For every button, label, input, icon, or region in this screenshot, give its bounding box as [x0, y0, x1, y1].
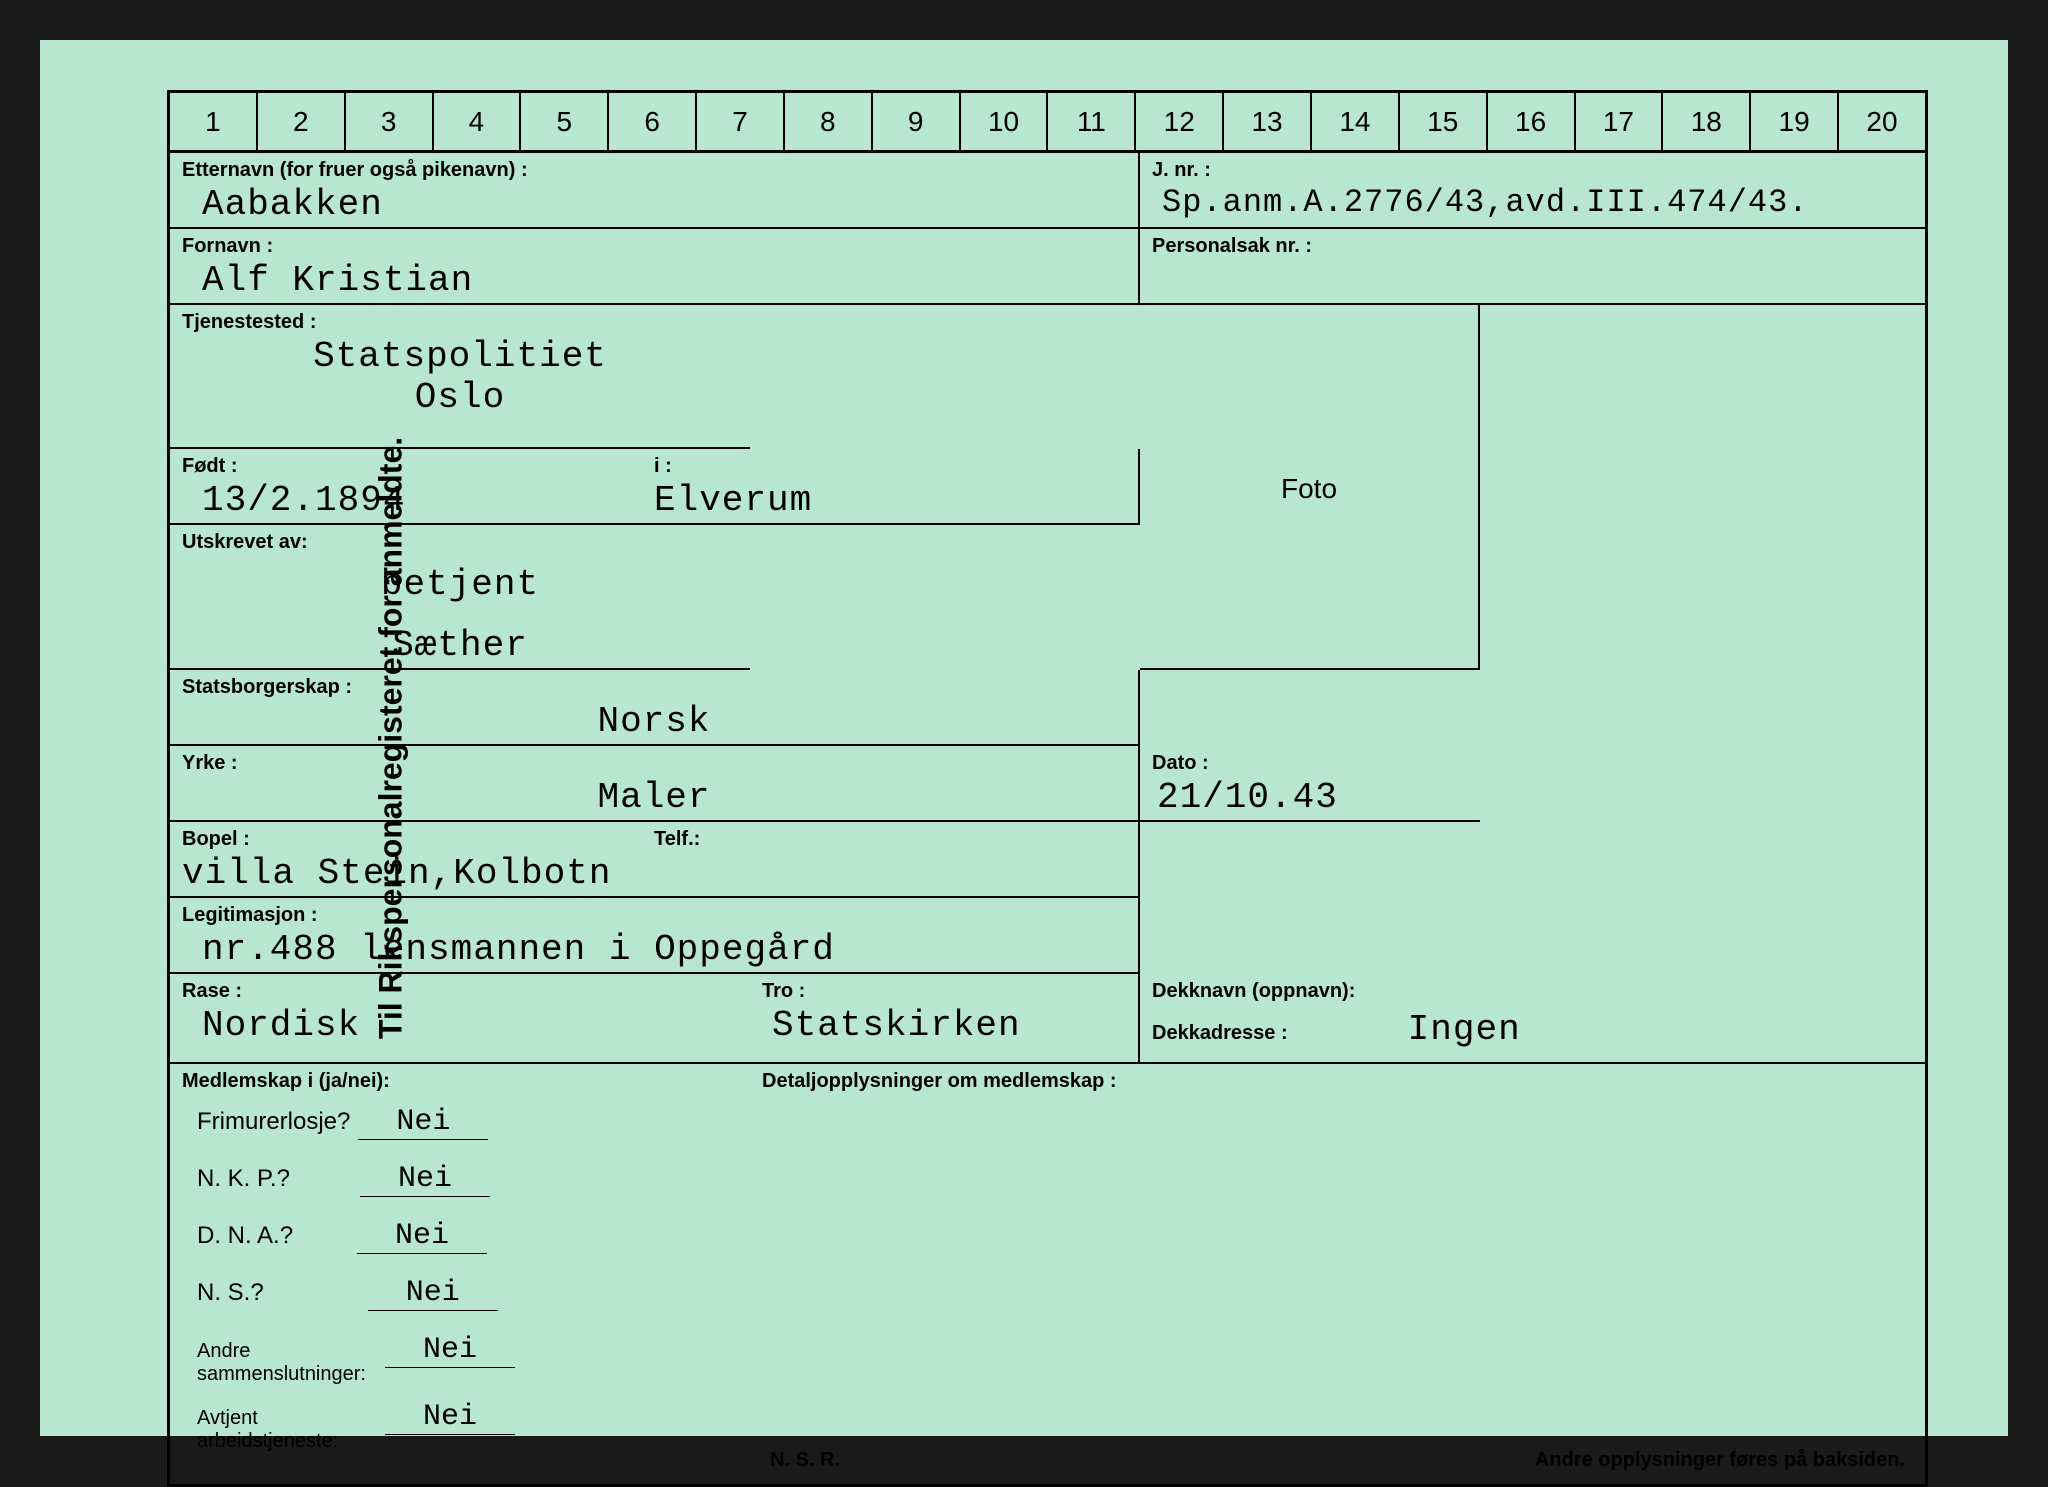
membership-item-label: Avtjent arbeidstjeneste:: [197, 1407, 377, 1453]
foto-cell: Foto: [1140, 305, 1480, 670]
membership-item-label: N. S.?: [197, 1279, 264, 1307]
ruler-cell: 19: [1751, 93, 1839, 150]
tjenestested-cell: Tjenestested : Statspolitiet Oslo: [170, 305, 750, 449]
dekkadresse-label: Dekkadresse :: [1152, 1022, 1288, 1045]
etternavn-cell: Etternavn (for fruer også pikenavn) : Aa…: [170, 153, 1140, 229]
membership-item-value: Nei: [385, 1400, 515, 1435]
rase-label: Rase :: [182, 980, 738, 1003]
ruler-cell: 6: [609, 93, 697, 150]
utskrevet-label: Utskrevet av:: [182, 531, 738, 554]
dekknavn-label: Dekknavn (oppnavn):: [1152, 980, 1913, 1003]
ruler-cell: 1: [170, 93, 258, 150]
tro-cell: Tro : Statskirken: [750, 974, 1140, 1064]
jnr-value: Sp.anm.A.2776/43,avd.III.474/43.: [1152, 184, 1913, 221]
utskrevet-value-2: Sæther: [182, 625, 738, 666]
telf-label: Telf.:: [654, 828, 700, 851]
ruler-cell: 5: [521, 93, 609, 150]
membership-item-label: Frimurerlosje?: [197, 1108, 350, 1136]
tjenestested-label: Tjenestested :: [182, 311, 738, 334]
ruler-cell: 12: [1136, 93, 1224, 150]
statsborgerskap-label: Statsborgerskap :: [182, 676, 1126, 699]
yrke-value: Maler: [182, 777, 1126, 818]
bopel-cell: Bopel : Telf.: villa Stein,Kolbotn: [170, 822, 1140, 898]
fodt-i-label: i :: [654, 455, 1126, 478]
membership-item-value: Nei: [360, 1162, 490, 1197]
membership-row: N. K. P.? Nei: [197, 1162, 723, 1197]
etternavn-value: Aabakken: [182, 184, 1126, 225]
ruler-cell: 9: [873, 93, 961, 150]
details-cell: Detaljopplysninger om medlemskap : N. S.…: [750, 1064, 1925, 1484]
membership-row: Andre sammenslutninger: Nei: [197, 1333, 723, 1386]
ruler-cell: 16: [1488, 93, 1576, 150]
membership-item-value: Nei: [358, 1105, 488, 1140]
tro-label: Tro :: [762, 980, 1126, 1003]
ruler-cell: 8: [785, 93, 873, 150]
fodt-value: 13/2.1894: [182, 480, 654, 521]
ruler-cell: 17: [1576, 93, 1664, 150]
dato-label: Dato :: [1152, 752, 1468, 775]
personalsak-cell: Personalsak nr. :: [1140, 229, 1925, 305]
yrke-label: Yrke :: [182, 752, 1126, 775]
rase-value: Nordisk: [182, 1005, 738, 1046]
foto-label: Foto: [1281, 473, 1337, 505]
dekknavn-value: Ingen: [1288, 1009, 1521, 1050]
legitimasjon-cell: Legitimasjon : nr.488 lensmannen i Oppeg…: [170, 898, 1140, 974]
registration-card: Til Rikspersonalregisteret for anmeldte.…: [40, 40, 2008, 1436]
fornavn-value: Alf Kristian: [182, 260, 1126, 301]
statsborgerskap-cell: Statsborgerskap : Norsk: [170, 670, 1140, 746]
detalj-label: Detaljopplysninger om medlemskap :: [762, 1070, 1913, 1093]
medlemskap-label: Medlemskap i (ja/nei):: [182, 1070, 738, 1093]
dato-cell: Dato : 21/10.43: [1140, 746, 1480, 822]
ruler-cell: 7: [697, 93, 785, 150]
tjenestested-value-1: Statspolitiet: [182, 336, 738, 377]
fornavn-cell: Fornavn : Alf Kristian: [170, 229, 1140, 305]
ruler-cell: 13: [1224, 93, 1312, 150]
ruler-cell: 11: [1048, 93, 1136, 150]
ruler-cell: 2: [258, 93, 346, 150]
legitimasjon-value: nr.488 lensmannen i Oppegård: [182, 929, 1126, 970]
yrke-cell: Yrke : Maler: [170, 746, 1140, 822]
ruler-cell: 3: [346, 93, 434, 150]
utskrevet-value-1: betjent: [182, 564, 738, 605]
membership-row: Frimurerlosje? Nei: [197, 1105, 723, 1140]
membership-item-label: D. N. A.?: [197, 1222, 293, 1250]
jnr-label: J. nr. :: [1152, 159, 1913, 182]
ruler-cell: 10: [961, 93, 1049, 150]
etternavn-label: Etternavn (for fruer også pikenavn) :: [182, 159, 1126, 182]
fodt-label: Født :: [182, 455, 654, 478]
nsr-label: N. S. R.: [770, 1449, 840, 1472]
legitimasjon-label: Legitimasjon :: [182, 904, 1126, 927]
jnr-cell: J. nr. : Sp.anm.A.2776/43,avd.III.474/43…: [1140, 153, 1925, 229]
form-grid: Etternavn (for fruer også pikenavn) : Aa…: [167, 150, 1928, 1487]
utskrevet-cell: Utskrevet av: betjent Sæther: [170, 525, 750, 670]
ruler-cell: 20: [1839, 93, 1925, 150]
ruler-cell: 14: [1312, 93, 1400, 150]
ruler-cell: 4: [434, 93, 522, 150]
andre-opplysninger-label: Andre opplysninger føres på baksiden.: [1535, 1449, 1905, 1472]
membership-item-value: Nei: [357, 1219, 487, 1254]
fodt-cell: Født : 13/2.1894 i : Elverum: [170, 449, 1140, 525]
membership-row: D. N. A.? Nei: [197, 1219, 723, 1254]
dekknavn-cell: Dekknavn (oppnavn): Dekkadresse : Ingen: [1140, 974, 1925, 1064]
dato-value: 21/10.43: [1152, 777, 1468, 818]
membership-item-label: N. K. P.?: [197, 1165, 290, 1193]
membership-row: N. S.? Nei: [197, 1276, 723, 1311]
ruler-cell: 18: [1663, 93, 1751, 150]
ruler-cell: 15: [1400, 93, 1488, 150]
membership-list: Frimurerlosje? Nei N. K. P.? Nei D. N. A…: [182, 1095, 738, 1463]
tjenestested-value-2: Oslo: [182, 377, 738, 418]
membership-item-label: Andre sammenslutninger:: [197, 1340, 377, 1386]
membership-item-value: Nei: [368, 1276, 498, 1311]
membership-cell: Medlemskap i (ja/nei): Frimurerlosje? Ne…: [170, 1064, 750, 1484]
bopel-value: villa Stein,Kolbotn: [182, 853, 1126, 894]
membership-row: Avtjent arbeidstjeneste: Nei: [197, 1400, 723, 1453]
membership-item-value: Nei: [385, 1333, 515, 1368]
rase-cell: Rase : Nordisk: [170, 974, 750, 1064]
tro-value: Statskirken: [762, 1005, 1126, 1046]
fornavn-label: Fornavn :: [182, 235, 1126, 258]
ruler-row: 1 2 3 4 5 6 7 8 9 10 11 12 13 14 15 16 1…: [167, 90, 1928, 150]
personalsak-label: Personalsak nr. :: [1152, 235, 1913, 258]
statsborgerskap-value: Norsk: [182, 701, 1126, 742]
fodt-i-value: Elverum: [654, 480, 1126, 521]
